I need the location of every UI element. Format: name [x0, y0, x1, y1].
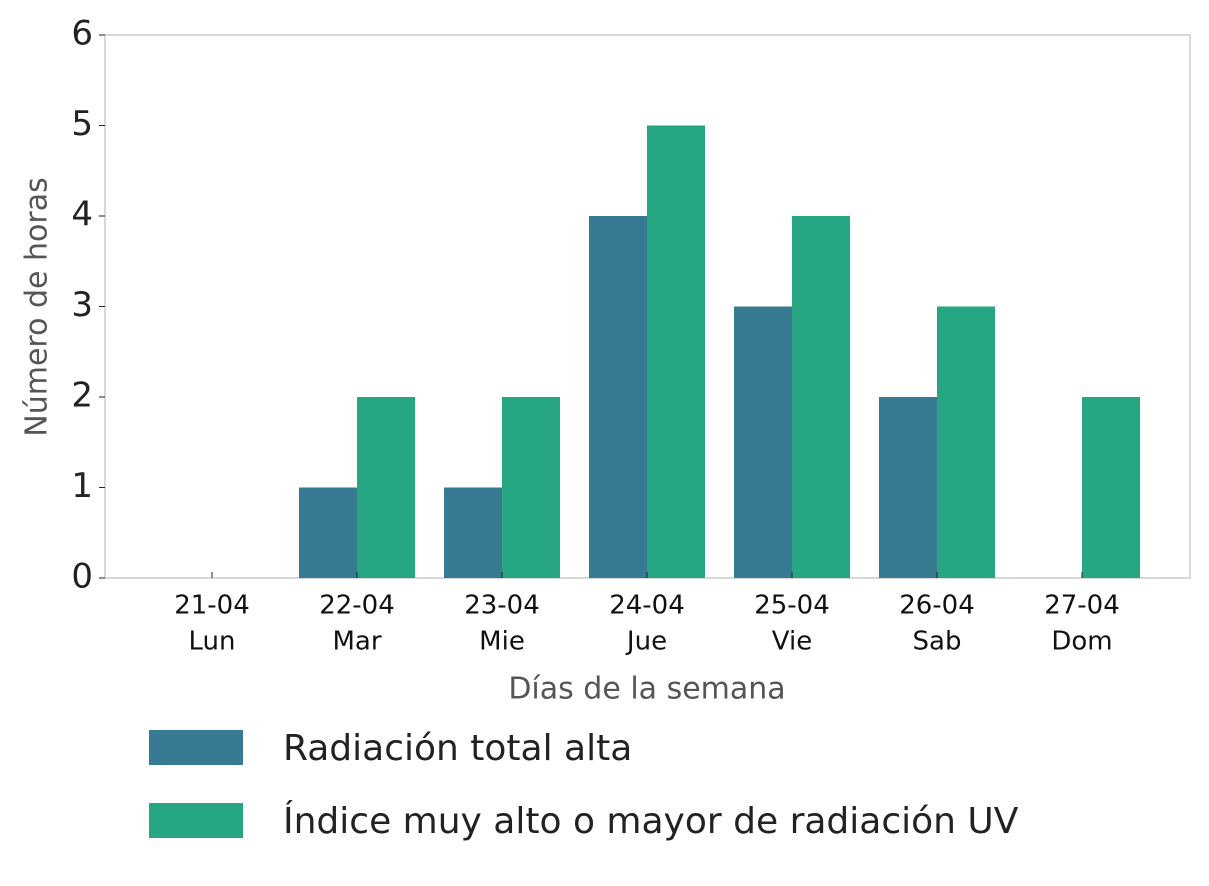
bar [647, 125, 706, 578]
x-tick-label: Mar [332, 627, 381, 657]
x-tick-label: Mie [479, 627, 525, 657]
x-tick-label: 22-04 [319, 591, 395, 621]
x-tick-label: 21-04 [174, 591, 250, 621]
bar [589, 216, 648, 578]
y-tick-label: 1 [71, 466, 93, 506]
bar [299, 487, 358, 578]
x-axis-title: Días de la semana [508, 672, 785, 707]
y-tick-label: 6 [71, 14, 93, 54]
legend-swatch [149, 730, 243, 765]
x-tick-label: 23-04 [464, 591, 540, 621]
bar [734, 306, 793, 578]
y-tick-label: 3 [71, 285, 93, 325]
x-tick-label: 26-04 [899, 591, 975, 621]
y-axis-title: Número de horas [20, 177, 55, 436]
bar [502, 397, 561, 578]
x-tick-label: Jue [625, 627, 667, 657]
x-tick-label: Vie [772, 627, 812, 657]
bar [792, 216, 851, 578]
x-tick-label: 25-04 [754, 591, 830, 621]
legend-label: Índice muy alto o mayor de radiación UV [283, 800, 1019, 842]
bar [357, 397, 416, 578]
y-tick-label: 2 [71, 376, 93, 416]
x-tick-label: 27-04 [1044, 591, 1120, 621]
bar [444, 487, 503, 578]
x-tick-label: 24-04 [609, 591, 685, 621]
x-tick-label: Dom [1051, 627, 1112, 657]
bar [879, 397, 938, 578]
y-tick-label: 0 [71, 557, 93, 597]
y-tick-label: 4 [71, 195, 93, 235]
x-tick-label: Sab [913, 627, 962, 657]
x-tick-label: Lun [189, 627, 236, 657]
y-tick-label: 5 [71, 104, 93, 144]
bar [937, 306, 996, 578]
bar [1082, 397, 1141, 578]
legend-label: Radiación total alta [283, 728, 632, 769]
legend-swatch [149, 803, 243, 838]
